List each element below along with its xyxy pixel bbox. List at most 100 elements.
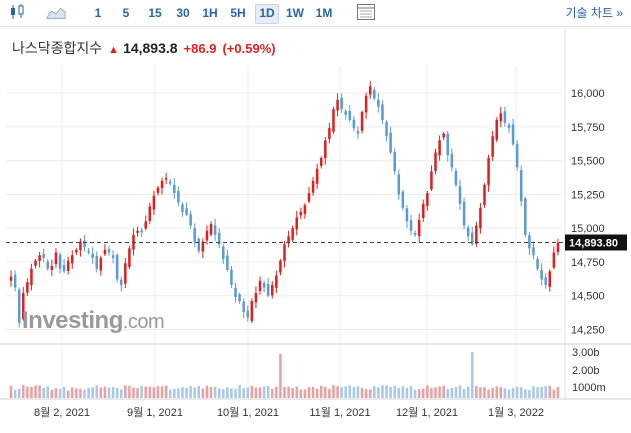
volume-bar (462, 389, 466, 398)
candle-body (315, 168, 319, 184)
table-icon[interactable] (356, 3, 376, 21)
volume-bar (348, 385, 352, 398)
candle-body (499, 113, 503, 122)
volume-tick-label: 2.00b (572, 365, 600, 377)
volume-bar (552, 389, 556, 398)
volume-bar (83, 389, 86, 398)
candle-body (360, 111, 364, 131)
volume-bar (152, 387, 156, 398)
candle-body (181, 204, 184, 212)
candle-body (332, 109, 335, 132)
candle-body (13, 274, 17, 288)
area-chart-icon[interactable] (46, 3, 66, 21)
volume-bar (336, 386, 339, 398)
volume-bar (254, 387, 258, 398)
timeframe-5h[interactable]: 5H (230, 6, 246, 20)
candle-body (413, 233, 417, 235)
timeframe-15m[interactable]: 15 (148, 6, 162, 20)
candle-body (132, 234, 135, 250)
volume-bar (319, 385, 323, 398)
volume-bar (381, 385, 384, 398)
instrument-name: 나스닥종합지수 (12, 40, 103, 56)
volume-bar (352, 387, 356, 398)
candle-body (250, 301, 254, 321)
candle-body (528, 235, 531, 249)
candle-body (491, 136, 494, 157)
candle-body (417, 220, 421, 237)
timeframe-1d[interactable]: 1D (255, 4, 279, 24)
candle-body (103, 249, 107, 255)
volume-bar (103, 386, 107, 398)
volume-bar (193, 387, 196, 398)
candle-body (385, 122, 388, 137)
candle-body (422, 203, 425, 219)
timeframe-5m[interactable]: 5 (122, 6, 130, 20)
candle-body (283, 244, 286, 261)
candle-body (258, 280, 262, 291)
volume-bar (185, 387, 188, 398)
candle-body (438, 140, 441, 156)
volume-bar (50, 389, 54, 398)
volume-bar (299, 389, 303, 398)
volume-bar (389, 387, 392, 398)
candle-body (377, 99, 380, 107)
candle-body (17, 289, 21, 323)
timeframe-30m[interactable]: 30 (176, 6, 190, 20)
candle-body (148, 206, 152, 221)
candle-body (368, 86, 372, 95)
timeframe-1mo[interactable]: 1M (315, 6, 333, 20)
volume-bar (479, 387, 482, 398)
candle-body (483, 184, 486, 206)
last-price: 14,893.8 (123, 40, 178, 56)
technical-chart-link[interactable]: 기술 차트 » (565, 6, 623, 20)
candle-body (430, 171, 433, 190)
timeframe-1m[interactable]: 1 (94, 6, 102, 20)
candle-body (164, 178, 168, 180)
candle-body (136, 230, 139, 233)
candle-body (307, 193, 311, 202)
candle-body (319, 157, 323, 166)
volume-bar (189, 386, 192, 398)
volume-bar (177, 388, 180, 398)
volume-bar (226, 387, 229, 398)
volume-bar (291, 388, 294, 398)
volume-bar (275, 386, 278, 398)
candle-body (58, 254, 62, 269)
volume-bar (287, 386, 290, 398)
candle-body (458, 186, 462, 204)
candle-body (270, 284, 274, 296)
volume-bar (246, 387, 250, 398)
timeframe-1h[interactable]: 1H (202, 6, 218, 20)
candle-body (519, 170, 523, 202)
volume-bar (422, 388, 425, 398)
volume-bar (442, 385, 445, 398)
volume-bar (234, 389, 237, 398)
date-tick-label: 9월 1, 2021 (127, 406, 183, 419)
volume-bar (209, 387, 213, 398)
candlestick-icon[interactable] (8, 3, 28, 21)
price-tick-label: 14,750 (571, 257, 605, 269)
candle-body (511, 124, 515, 145)
candle-body (177, 190, 180, 203)
volume-bar (42, 388, 45, 398)
volume-bar (79, 388, 82, 398)
candle-body (462, 201, 466, 226)
volume-bar (544, 386, 547, 398)
volume-bar (466, 386, 470, 398)
candle-body (209, 224, 213, 235)
volume-bar (360, 387, 364, 398)
volume-bar (434, 387, 437, 398)
volume-bar (364, 389, 368, 398)
candle-body (348, 110, 352, 121)
volume-bar (283, 386, 286, 398)
volume-bar (528, 389, 531, 398)
timeframe-1w[interactable]: 1W (286, 6, 304, 20)
candle-body (222, 246, 225, 260)
date-tick-label: 10월 1, 2021 (217, 406, 279, 419)
candle-body (168, 181, 172, 184)
volume-bar (46, 386, 50, 398)
volume-bar (368, 389, 372, 398)
volume-bar (119, 389, 123, 398)
candle-body (540, 269, 543, 280)
